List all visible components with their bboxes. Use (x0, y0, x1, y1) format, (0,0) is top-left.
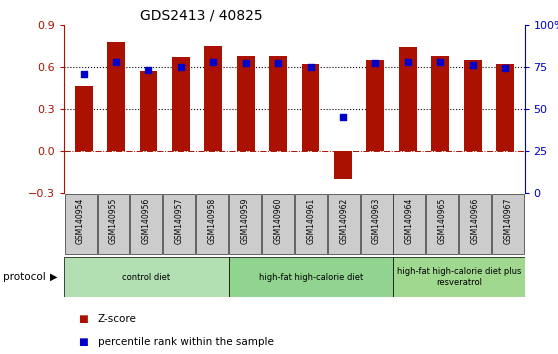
Text: GSM140962: GSM140962 (339, 197, 348, 244)
Text: GSM140956: GSM140956 (142, 197, 151, 244)
Text: GSM140954: GSM140954 (76, 197, 85, 244)
FancyBboxPatch shape (229, 257, 393, 297)
Bar (302, 64, 320, 151)
Bar (334, 151, 352, 179)
Text: GSM140959: GSM140959 (240, 197, 249, 244)
FancyBboxPatch shape (295, 194, 327, 254)
Point (468, 62, 477, 68)
Point (306, 64, 315, 70)
Bar (172, 57, 190, 151)
FancyBboxPatch shape (328, 194, 360, 254)
FancyBboxPatch shape (64, 257, 229, 297)
Text: GSM140958: GSM140958 (208, 197, 217, 244)
FancyBboxPatch shape (393, 257, 525, 297)
FancyBboxPatch shape (426, 194, 458, 254)
Text: ■: ■ (78, 314, 88, 324)
Point (176, 64, 185, 70)
Point (144, 67, 153, 73)
Bar (431, 56, 449, 151)
Bar (204, 46, 222, 151)
Text: GDS2413 / 40825: GDS2413 / 40825 (140, 9, 262, 23)
Point (403, 59, 412, 65)
Text: GSM140960: GSM140960 (273, 197, 282, 244)
FancyBboxPatch shape (196, 194, 228, 254)
FancyBboxPatch shape (163, 194, 195, 254)
Point (436, 59, 445, 65)
Text: ▶: ▶ (50, 272, 57, 282)
Text: GSM140964: GSM140964 (405, 197, 414, 244)
Point (112, 59, 121, 65)
Text: ■: ■ (78, 337, 88, 347)
Text: GSM140966: GSM140966 (471, 197, 480, 244)
FancyBboxPatch shape (492, 194, 524, 254)
Text: Z-score: Z-score (98, 314, 137, 324)
Bar (140, 71, 157, 151)
Text: GSM140957: GSM140957 (175, 197, 184, 244)
Text: GSM140961: GSM140961 (306, 197, 315, 244)
Text: GSM140955: GSM140955 (109, 197, 118, 244)
FancyBboxPatch shape (65, 194, 97, 254)
Text: high-fat high-calorie diet plus
resveratrol: high-fat high-calorie diet plus resverat… (397, 267, 521, 287)
Point (79, 71, 88, 76)
Point (273, 61, 282, 66)
Bar (237, 56, 254, 151)
Text: GSM140965: GSM140965 (438, 197, 447, 244)
Text: high-fat high-calorie diet: high-fat high-calorie diet (259, 273, 363, 281)
Point (501, 66, 509, 72)
Text: GSM140967: GSM140967 (503, 197, 513, 244)
Bar (107, 42, 125, 151)
Bar (75, 86, 93, 151)
FancyBboxPatch shape (360, 194, 392, 254)
Bar (367, 60, 384, 151)
Point (209, 59, 218, 65)
Text: protocol: protocol (3, 272, 46, 282)
Point (371, 61, 380, 66)
FancyBboxPatch shape (98, 194, 129, 254)
FancyBboxPatch shape (131, 194, 162, 254)
Bar (496, 64, 514, 151)
Bar (269, 56, 287, 151)
Bar (464, 60, 482, 151)
Bar (399, 47, 417, 151)
Text: control diet: control diet (122, 273, 170, 281)
FancyBboxPatch shape (393, 194, 425, 254)
FancyBboxPatch shape (262, 194, 294, 254)
Text: percentile rank within the sample: percentile rank within the sample (98, 337, 273, 347)
FancyBboxPatch shape (229, 194, 261, 254)
Point (241, 61, 250, 66)
Text: GSM140963: GSM140963 (372, 197, 381, 244)
FancyBboxPatch shape (459, 194, 491, 254)
Point (339, 114, 348, 120)
